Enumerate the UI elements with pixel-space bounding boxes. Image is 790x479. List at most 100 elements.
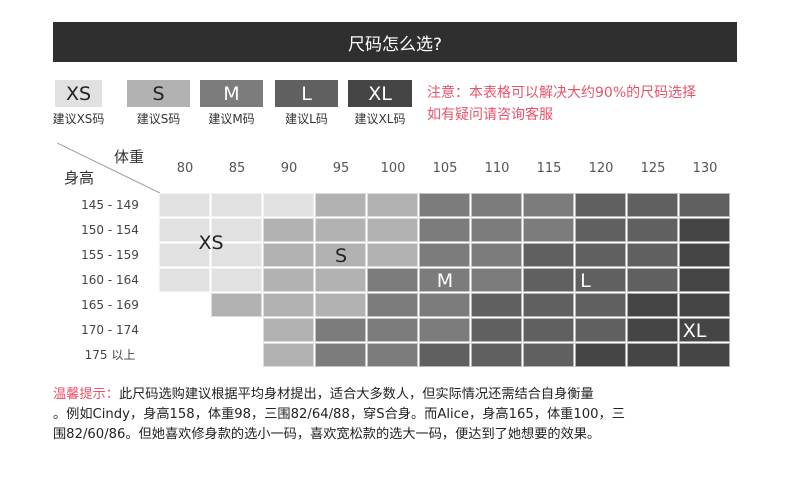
- size-cell-xs: [159, 193, 210, 217]
- legend-caption-s: 建议S码: [136, 112, 181, 126]
- legend-caption-xl: 建议XL码: [354, 112, 406, 126]
- legend-caption-xs: 建议XS码: [52, 112, 105, 126]
- size-cell-xs: [211, 243, 262, 267]
- size-cell-s: [367, 193, 418, 217]
- weight-column-header: 100: [380, 161, 406, 176]
- tip: 温馨提示：此尺码选购建议根据平均身材提出，适合大多数人，但实际情况还需结合自身衡…: [53, 385, 625, 445]
- size-cell-s: [263, 243, 314, 267]
- size-cell-m: [419, 218, 470, 242]
- weight-column-header: 115: [536, 161, 562, 176]
- weight-column-header: 90: [280, 161, 298, 176]
- size-cell-l: [627, 243, 678, 267]
- size-cell-s: [263, 218, 314, 242]
- size-cell-m: [367, 293, 418, 317]
- size-cell-s: [263, 318, 314, 342]
- height-row-header: 150 - 154: [81, 223, 139, 237]
- weight-column-header: 110: [484, 161, 510, 176]
- size-cell-m: [315, 343, 366, 367]
- size-cell-s: [367, 218, 418, 242]
- size-cell-l: [575, 293, 626, 317]
- size-cell-m: [419, 268, 470, 292]
- note: 注意：本表格可以解决大约90%的尺码选择 如有疑问请咨询客服: [427, 82, 696, 126]
- size-cell-l: [575, 268, 626, 292]
- legend-swatch-xs: XS: [55, 80, 102, 107]
- size-cell-m: [419, 293, 470, 317]
- size-cell-m: [471, 243, 522, 267]
- height-row-header: 175 以上: [84, 348, 136, 362]
- size-region-label-xl: XL: [682, 319, 707, 342]
- size-cell-l: [523, 343, 574, 367]
- size-cell-m: [523, 193, 574, 217]
- size-cell-m: [419, 243, 470, 267]
- tip-line-1: 此尺码选购建议根据平均身材提出，适合大多数人，但实际情况还需结合自身衡量: [118, 387, 594, 402]
- size-cell-l: [627, 268, 678, 292]
- tip-prefix: 温馨提示：: [53, 387, 119, 402]
- size-cell-l: [471, 293, 522, 317]
- height-row-header: 165 - 169: [81, 298, 139, 312]
- size-cell-l: [523, 293, 574, 317]
- size-cell-xs: [211, 193, 262, 217]
- size-cell-xl: [627, 343, 678, 367]
- size-cell-xl: [575, 343, 626, 367]
- size-cell-m: [419, 318, 470, 342]
- size-cell-s: [367, 243, 418, 267]
- size-cell-xs: [211, 218, 262, 242]
- size-cell-xl: [627, 318, 678, 342]
- page-title: 尺码怎么选?: [347, 34, 443, 55]
- size-cell-l: [627, 193, 678, 217]
- size-cell-l: [575, 243, 626, 267]
- size-cell-l: [575, 218, 626, 242]
- size-cell-s: [315, 293, 366, 317]
- size-cell-m: [367, 343, 418, 367]
- weight-column-header: 105: [432, 161, 458, 176]
- size-cell-l: [523, 243, 574, 267]
- size-cell-xs: [159, 243, 210, 267]
- note-line-1: 注意：本表格可以解决大约90%的尺码选择: [427, 85, 697, 101]
- height-row-header: 170 - 174: [81, 323, 139, 337]
- size-cell-xs: [211, 268, 262, 292]
- size-cell-l: [627, 218, 678, 242]
- size-cell-l: [575, 193, 626, 217]
- size-cell-m: [315, 318, 366, 342]
- size-cell-l: [419, 343, 470, 367]
- size-cell-l: [471, 343, 522, 367]
- size-cell-xl: [679, 243, 730, 267]
- height-axis-label: 身高: [64, 169, 95, 187]
- legend-caption-l: 建议L码: [285, 112, 328, 126]
- height-row-header: 155 - 159: [81, 248, 139, 262]
- size-region-label-m: M: [436, 269, 454, 292]
- size-cell-s: [263, 343, 314, 367]
- size-cell-l: [679, 193, 730, 217]
- size-region-label-s: S: [334, 244, 348, 267]
- size-cell-s: [263, 293, 314, 317]
- legend-swatch-xl: XL: [348, 80, 412, 107]
- note-line-2: 如有疑问请咨询客服: [427, 107, 553, 123]
- legend-swatch-l: L: [275, 80, 338, 107]
- size-cell-s: [315, 268, 366, 292]
- size-cell-m: [471, 193, 522, 217]
- size-cell-l: [523, 268, 574, 292]
- weight-axis-label: 体重: [114, 148, 145, 166]
- weight-column-header: 120: [588, 161, 614, 176]
- size-cell-m: [471, 268, 522, 292]
- size-cell-xl: [679, 343, 730, 367]
- size-region-label-xs: XS: [198, 232, 224, 254]
- size-cell-s: [315, 243, 366, 267]
- weight-column-header: 130: [692, 161, 718, 176]
- height-row-header: 145 - 149: [81, 198, 139, 212]
- size-cell-xs: [263, 193, 314, 217]
- size-cell-xl: [679, 293, 730, 317]
- weight-column-header: 95: [332, 161, 350, 176]
- tip-line-2: 。例如Cindy，身高158，体重98，三围82/64/88，穿S合身。而Ali…: [53, 407, 625, 422]
- size-cell-m: [523, 218, 574, 242]
- size-region-label-l: L: [580, 269, 591, 292]
- size-cell-l: [575, 318, 626, 342]
- size-cell-m: [471, 218, 522, 242]
- size-cell-s: [263, 268, 314, 292]
- tip-line-3: 围82/60/86。但她喜欢修身款的选小一码，喜欢宽松款的选大一码，便达到了她想…: [53, 427, 601, 442]
- size-cell-s: [315, 218, 366, 242]
- weight-column-header: 85: [228, 161, 246, 176]
- size-cell-m: [367, 268, 418, 292]
- size-cell-m: [367, 318, 418, 342]
- size-cell-xs: [159, 218, 210, 242]
